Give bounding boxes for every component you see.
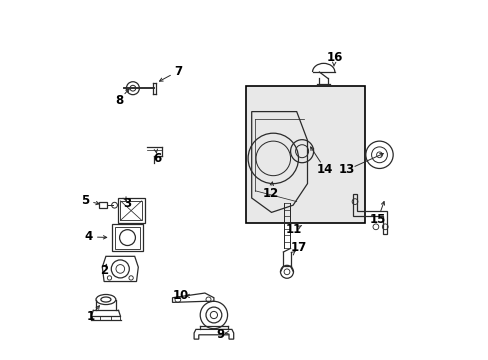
Text: 14: 14 <box>316 163 333 176</box>
Text: 7: 7 <box>173 65 182 78</box>
Text: 13: 13 <box>338 163 354 176</box>
Text: 4: 4 <box>85 230 93 243</box>
Text: 15: 15 <box>369 213 385 226</box>
Text: 17: 17 <box>290 241 307 254</box>
Bar <box>112 224 142 251</box>
Text: 2: 2 <box>100 264 108 276</box>
Bar <box>120 201 142 220</box>
Text: 1: 1 <box>86 310 94 323</box>
Text: 8: 8 <box>115 94 123 107</box>
Text: 9: 9 <box>216 328 224 341</box>
Text: 10: 10 <box>172 289 188 302</box>
Text: 3: 3 <box>123 197 131 210</box>
Bar <box>246 86 365 223</box>
Bar <box>117 198 144 223</box>
Text: 12: 12 <box>262 187 278 200</box>
Text: 16: 16 <box>325 51 342 64</box>
Bar <box>99 202 107 208</box>
Text: 6: 6 <box>153 152 161 165</box>
Text: 5: 5 <box>81 194 89 207</box>
Text: 11: 11 <box>285 223 302 236</box>
Bar <box>115 227 140 248</box>
